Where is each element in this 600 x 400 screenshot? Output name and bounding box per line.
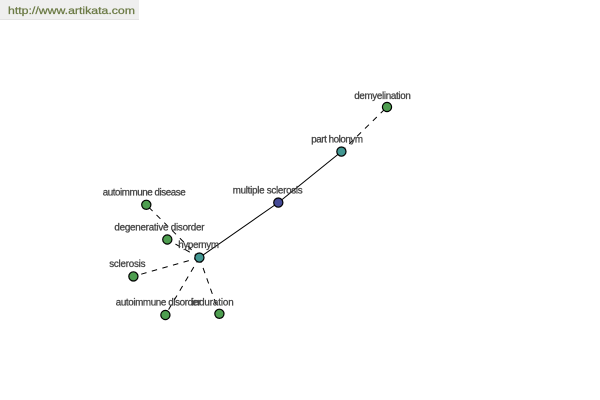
svg-text:autoimmune disease: autoimmune disease: [103, 188, 187, 199]
svg-text:part holonym: part holonym: [311, 134, 363, 145]
svg-text:multiple sclerosis: multiple sclerosis: [233, 185, 303, 196]
svg-text:degenerative disorder: degenerative disorder: [114, 223, 205, 234]
svg-text:demyelination: demyelination: [354, 91, 411, 102]
svg-text:sclerosis: sclerosis: [109, 259, 145, 270]
svg-text:http://www.artikata.com: http://www.artikata.com: [8, 5, 135, 17]
svg-text:hypernym: hypernym: [178, 240, 219, 251]
svg-text:induration: induration: [192, 297, 234, 308]
svg-text:autoimmune disorder: autoimmune disorder: [116, 298, 202, 309]
